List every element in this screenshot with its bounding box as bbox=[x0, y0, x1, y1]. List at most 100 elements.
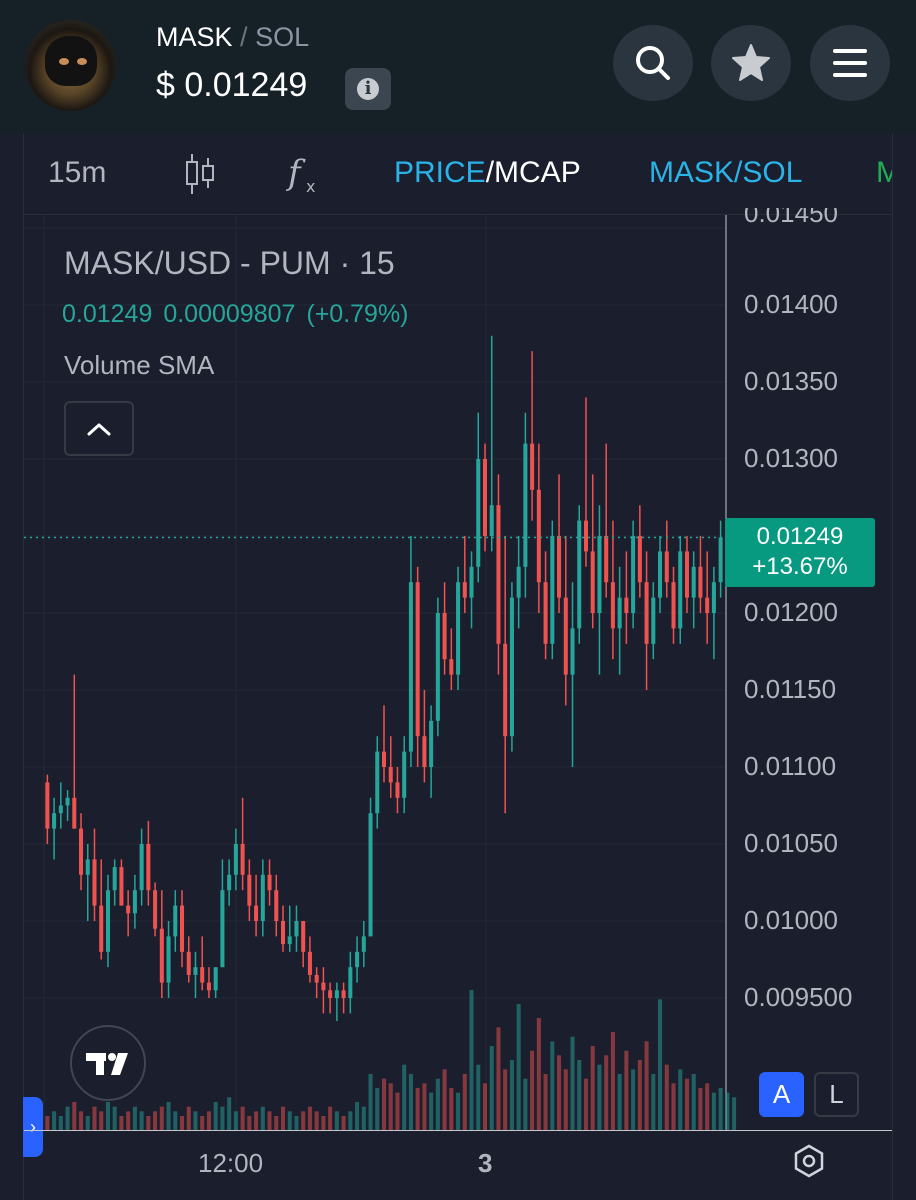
auto-scale-button[interactable]: A bbox=[759, 1072, 804, 1117]
candle-body bbox=[408, 582, 413, 752]
chart-type-button[interactable] bbox=[182, 152, 218, 204]
volume-bar bbox=[375, 1088, 380, 1130]
price-tick-label: 0.01100 bbox=[744, 751, 837, 781]
volume-bar bbox=[233, 1111, 238, 1130]
volume-bar bbox=[314, 1111, 319, 1130]
volume-bar bbox=[718, 1088, 723, 1130]
volume-bar bbox=[166, 1102, 171, 1130]
side-panel-toggle[interactable]: › bbox=[23, 1097, 43, 1157]
tradingview-logo-icon bbox=[86, 1053, 128, 1075]
volume-bar bbox=[732, 1097, 737, 1130]
candle-body bbox=[287, 936, 292, 945]
time-tick-label: 12:00 bbox=[198, 1148, 264, 1178]
candle-body bbox=[429, 720, 434, 767]
volume-bar bbox=[489, 1046, 494, 1130]
volume-bar bbox=[348, 1111, 353, 1130]
pair-separator: / bbox=[240, 22, 248, 52]
candle-body bbox=[112, 867, 117, 891]
candle-body bbox=[381, 751, 387, 767]
collapse-legend-button[interactable] bbox=[64, 401, 134, 456]
volume-bar bbox=[550, 1041, 555, 1130]
log-scale-button[interactable]: L bbox=[814, 1072, 859, 1117]
volume-bar bbox=[328, 1106, 333, 1130]
menu-button[interactable] bbox=[810, 25, 890, 101]
candle-body bbox=[267, 874, 272, 891]
candle-body bbox=[328, 990, 333, 998]
pair-toggle[interactable]: MASK/SOL bbox=[649, 156, 803, 189]
interval-selector[interactable]: 15m bbox=[48, 156, 107, 189]
settings-icon[interactable] bbox=[791, 1143, 827, 1179]
last-price-value: 0.01249 bbox=[756, 523, 844, 550]
candle-body bbox=[577, 520, 582, 629]
candle-body bbox=[637, 536, 642, 583]
volume-bar bbox=[664, 1064, 669, 1130]
volume-bar bbox=[200, 1116, 205, 1130]
candle-body bbox=[496, 505, 501, 644]
volume-bar bbox=[193, 1111, 198, 1130]
candle-body bbox=[341, 990, 346, 998]
legend-title: MASK/USD - PUM · 15 bbox=[64, 245, 395, 281]
volume-bar bbox=[267, 1111, 272, 1130]
chevron-right-icon: › bbox=[30, 1117, 36, 1137]
candle-body bbox=[489, 505, 494, 536]
price-chart[interactable] bbox=[24, 215, 892, 1130]
volume-legend: Volume SMA bbox=[64, 350, 215, 380]
price-tick-label: 0.01450 bbox=[744, 208, 838, 228]
volume-bar bbox=[422, 1083, 427, 1130]
favorite-button[interactable] bbox=[711, 25, 791, 101]
volume-bar bbox=[442, 1069, 447, 1130]
search-button[interactable] bbox=[613, 25, 693, 101]
volume-bar bbox=[496, 1027, 501, 1130]
volume-bar bbox=[563, 1069, 568, 1130]
volume-bar bbox=[287, 1111, 292, 1130]
price-tick-label: 0.01300 bbox=[744, 443, 838, 473]
candle-body bbox=[617, 597, 622, 629]
candle-body bbox=[206, 982, 211, 991]
volume-bar bbox=[610, 1032, 615, 1130]
candle-body bbox=[79, 828, 84, 875]
volume-bar bbox=[92, 1106, 97, 1130]
volume-bar bbox=[395, 1092, 400, 1130]
candle-body bbox=[388, 767, 393, 783]
candle-body bbox=[227, 874, 232, 891]
candle-body bbox=[476, 459, 481, 567]
candle-body bbox=[698, 566, 703, 598]
candle-body bbox=[334, 990, 339, 998]
mcap-option[interactable]: MCAP bbox=[494, 156, 581, 189]
candle-body bbox=[307, 951, 312, 975]
volume-bar bbox=[482, 1083, 488, 1130]
price-option[interactable]: PRICE bbox=[394, 156, 486, 189]
indicators-button[interactable]: f x bbox=[285, 150, 326, 204]
volume-bar bbox=[577, 1060, 582, 1130]
candle-body bbox=[348, 967, 353, 998]
star-icon bbox=[732, 44, 770, 81]
volume-bar bbox=[45, 1116, 50, 1130]
token-avatar bbox=[25, 20, 116, 111]
candle-body bbox=[132, 890, 137, 914]
volume-bar bbox=[678, 1069, 683, 1130]
volume-bar bbox=[119, 1116, 124, 1130]
candle-body bbox=[705, 597, 710, 613]
candle-body bbox=[610, 582, 615, 629]
volume-bar bbox=[368, 1074, 373, 1130]
price-mcap-toggle[interactable]: PRICE/MCAP bbox=[394, 156, 581, 190]
info-icon: i bbox=[357, 78, 379, 100]
candle-body bbox=[368, 813, 373, 937]
candle-body bbox=[173, 905, 178, 937]
info-button[interactable]: i bbox=[345, 68, 391, 110]
volume-bar bbox=[624, 1050, 629, 1130]
time-tick-label: 3 bbox=[478, 1148, 493, 1178]
volume-bar bbox=[536, 1018, 541, 1130]
candle-body bbox=[301, 921, 306, 952]
candle-body bbox=[220, 890, 225, 968]
volume-bar bbox=[213, 1102, 218, 1130]
volume-bar bbox=[247, 1116, 252, 1130]
volume-bar bbox=[173, 1111, 178, 1130]
price-tick-label: 0.01200 bbox=[744, 597, 838, 627]
volume-bar bbox=[388, 1083, 393, 1130]
volume-bar bbox=[671, 1083, 676, 1130]
toolbar-overflow-item[interactable]: M bbox=[876, 156, 892, 189]
tradingview-logo[interactable] bbox=[70, 1025, 146, 1101]
volume-bar bbox=[590, 1046, 595, 1130]
candle-body bbox=[72, 797, 77, 829]
